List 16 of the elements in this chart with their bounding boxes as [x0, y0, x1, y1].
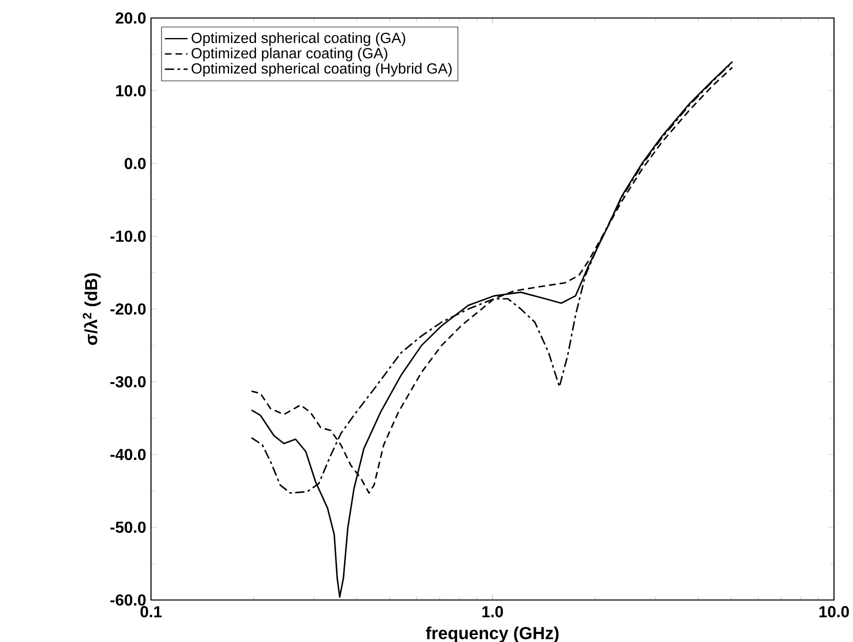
x-tick-label: 10.0 — [819, 606, 849, 618]
x-tick-label: 1.0 — [482, 606, 503, 618]
y-tick-label: 0.0 — [124, 158, 146, 170]
legend-label: Optimized spherical coating (Hybrid GA) — [192, 62, 452, 77]
y-tick-label: -50.0 — [110, 522, 146, 533]
y-tick-label: -20.0 — [110, 303, 146, 315]
y-tick-label: -30.0 — [110, 376, 146, 388]
legend-label: Optimized spherical coating (GA) — [192, 32, 406, 46]
x-tick-label: 0.1 — [140, 606, 162, 618]
y-axis-title: σ/λ$^{2}$ (dB) — [82, 273, 101, 345]
y-tick-label: -10.0 — [110, 230, 146, 242]
y-tick-label: 10.0 — [116, 85, 146, 96]
legend-label: Optimized planar coating (GA) — [192, 48, 388, 62]
y-tick-label: -40.0 — [110, 448, 146, 460]
y-tick-label: -60.0 — [110, 594, 146, 606]
y-tick-label: 20.0 — [116, 12, 146, 24]
